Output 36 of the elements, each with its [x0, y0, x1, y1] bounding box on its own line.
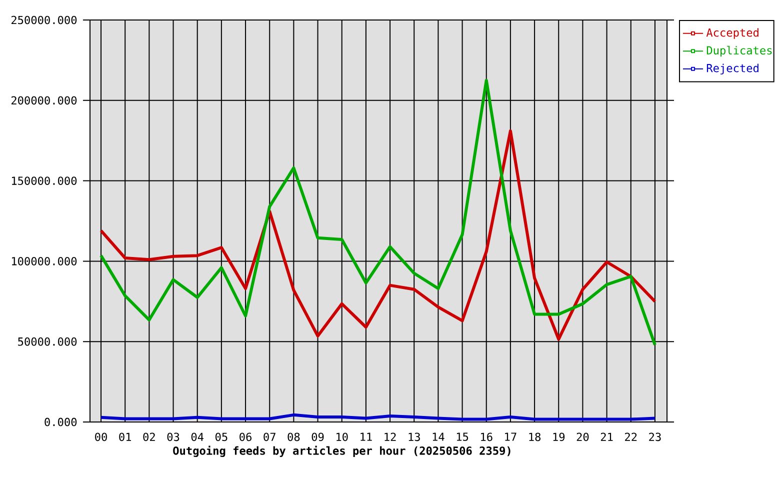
y-tick-label: 100000.000 — [12, 257, 77, 266]
x-tick-label: 10 — [336, 432, 348, 442]
x-axis-title: Outgoing feeds by articles per hour (20250506 2359) — [173, 446, 510, 458]
x-tick-label: 23 — [649, 432, 661, 442]
x-tick-label: 06 — [240, 432, 252, 442]
x-tick-label: 09 — [312, 432, 324, 442]
x-tick-label: 03 — [167, 432, 180, 442]
legend-label: Duplicates — [706, 46, 772, 57]
x-tick-label: 17 — [505, 432, 516, 441]
x-tick-label: 01 — [119, 432, 132, 442]
y-tick-label: 0.000 — [44, 418, 77, 426]
x-tick-label: 02 — [143, 432, 155, 442]
legend-label: Accepted — [706, 28, 758, 39]
line-series — [100, 78, 656, 346]
legend-label: Rejected — [706, 64, 758, 74]
x-tick-label: 16 — [481, 432, 492, 442]
y-tick-label: 150000.000 — [12, 176, 77, 185]
x-tick-label: 11 — [360, 432, 372, 441]
y-tick-label: 50000.000 — [18, 337, 77, 346]
line-series — [100, 129, 656, 341]
x-tick-label: 22 — [625, 432, 637, 441]
x-tick-label: 20 — [576, 432, 589, 442]
x-tick-label: 13 — [408, 432, 420, 442]
x-tick-label: 19 — [553, 432, 565, 442]
x-tick-label: 07 — [264, 432, 276, 442]
x-tick-label: 21 — [600, 432, 613, 441]
x-tick-label: 15 — [456, 432, 468, 441]
y-tick-label: 200000.000 — [11, 96, 77, 105]
y-tick-label: 250000.000 — [11, 16, 77, 24]
x-tick-label: 08 — [288, 432, 300, 442]
x-tick-label: 12 — [384, 432, 396, 441]
x-tick-label: 18 — [529, 432, 540, 442]
x-tick-label: 14 — [432, 432, 444, 441]
x-tick-label: 00 — [95, 432, 107, 442]
x-tick-label: 05 — [215, 432, 228, 442]
x-tick-label: 04 — [191, 432, 204, 442]
